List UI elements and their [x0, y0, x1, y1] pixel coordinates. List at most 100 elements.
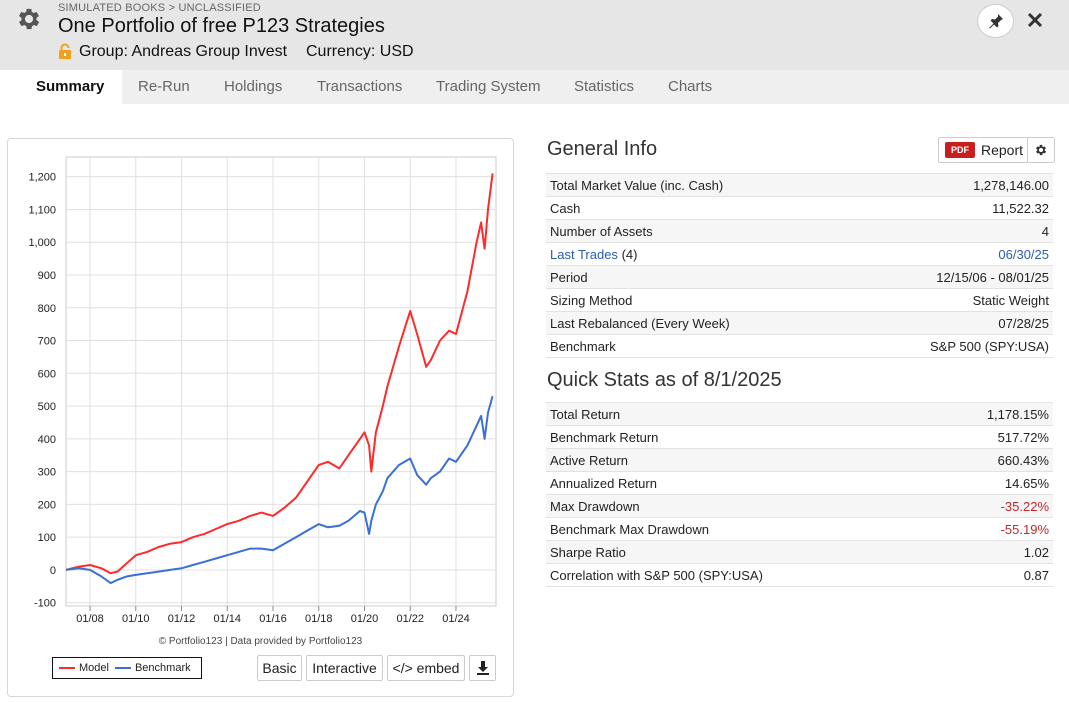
y-tick-label: 800 [38, 303, 56, 315]
tab-trading-system[interactable]: Trading System [436, 78, 541, 95]
row-label: Last Rebalanced (Every Week) [546, 311, 849, 335]
row-value: 14.65% [930, 471, 1053, 495]
pin-icon [988, 14, 1003, 29]
row-value: -55.19% [930, 517, 1053, 541]
row-label: Cash [546, 196, 849, 220]
x-tick-label: 01/14 [213, 613, 241, 625]
row-value: 0.87 [930, 563, 1053, 587]
table-row: Last Rebalanced (Every Week) 07/28/25 [546, 311, 1053, 335]
embed-button[interactable]: </> embed [387, 655, 465, 681]
row-value: 517.72% [930, 425, 1053, 449]
y-tick-label: 0 [50, 565, 56, 577]
row-value: 12/15/06 - 08/01/25 [848, 265, 1053, 289]
report-settings-button[interactable] [1027, 137, 1055, 163]
series-line-benchmark [65, 395, 494, 585]
report-label: Report [981, 142, 1024, 158]
y-tick-label: 100 [38, 532, 56, 544]
table-row: Active Return 660.43% [546, 448, 1053, 472]
performance-chart[interactable]: -100 0 100 200 300 400 500 600 700 800 900 1,000 1,1… [8, 139, 513, 634]
legend-model-label[interactable]: Model [79, 662, 109, 674]
quick-stats-title: Quick Stats as of 8/1/2025 [547, 369, 782, 391]
table-row: Period 12/15/06 - 08/01/25 [546, 265, 1053, 289]
row-label: Benchmark Max Drawdown [546, 517, 931, 541]
x-tick-label: 01/10 [122, 613, 150, 625]
table-row: Total Return 1,178.15% [546, 402, 1053, 426]
download-button[interactable] [469, 655, 496, 681]
x-tick-label: 01/20 [351, 613, 379, 625]
x-tick-label: 01/12 [168, 613, 196, 625]
row-label: Benchmark Return [546, 425, 931, 449]
tab-charts[interactable]: Charts [668, 78, 713, 95]
tab-transactions[interactable]: Transactions [317, 78, 403, 95]
plot-area [65, 156, 497, 607]
row-value: 660.43% [930, 448, 1053, 472]
last-trades-date-link[interactable]: 06/30/25 [998, 246, 1049, 262]
y-tick-label: 300 [38, 467, 56, 479]
y-tick-label: 500 [38, 401, 56, 413]
row-label: Correlation with S&P 500 (SPY:USA) [546, 563, 931, 587]
performance-chart-panel: -100 0 100 200 300 400 500 600 700 800 900 1,000 1,1… [7, 138, 514, 697]
y-tick-label: 1,000 [28, 237, 56, 249]
quick-stats-table: Total Return 1,178.15% Benchmark Return … [546, 402, 1053, 587]
table-row: Benchmark Max Drawdown -55.19% [546, 517, 1053, 541]
x-tick-label: 01/18 [305, 613, 333, 625]
tab-summary[interactable]: Summary [18, 70, 123, 104]
x-tick-label: 01/08 [76, 613, 104, 625]
page-header: SIMULATED BOOKS > UNCLASSIFIED One Portf… [0, 0, 1069, 70]
general-info-table: Total Market Value (inc. Cash) 1,278,146… [546, 173, 1053, 358]
download-icon [476, 661, 489, 675]
row-label: Total Market Value (inc. Cash) [546, 173, 849, 197]
row-value: 4 [848, 219, 1053, 243]
chart-credit: © Portfolio123 | Data provided by Portfo… [158, 636, 363, 647]
tab-bar: Summary Re-Run Holdings Transactions Tra… [18, 70, 1069, 104]
row-label: Sizing Method [546, 288, 849, 312]
row-value: 11,522.32 [848, 196, 1053, 220]
gear-icon[interactable] [15, 5, 43, 33]
table-row: Sharpe Ratio 1.02 [546, 540, 1053, 564]
basic-chart-button[interactable]: Basic [257, 655, 302, 681]
gear-icon [1035, 144, 1047, 156]
close-button[interactable] [1024, 8, 1046, 32]
x-tick-label: 01/24 [442, 613, 470, 625]
row-label: Annualized Return [546, 471, 931, 495]
last-trades-count: (4) [621, 246, 638, 262]
row-label: Benchmark [546, 334, 849, 358]
y-tick-label: 1,200 [28, 172, 56, 184]
row-label: Max Drawdown [546, 494, 931, 518]
table-row: Cash 11,522.32 [546, 196, 1053, 220]
row-value: S&P 500 (SPY:USA) [848, 334, 1053, 358]
interactive-chart-button[interactable]: Interactive [306, 655, 383, 681]
table-row: Total Market Value (inc. Cash) 1,278,146… [546, 173, 1053, 197]
page-title: One Portfolio of free P123 Strategies [58, 15, 385, 37]
tab-holdings[interactable]: Holdings [224, 78, 283, 95]
table-row: Sizing Method Static Weight [546, 288, 1053, 312]
pin-button[interactable] [977, 4, 1014, 38]
row-value: 1,178.15% [930, 402, 1053, 426]
series-line-model [65, 173, 494, 575]
table-row: Number of Assets 4 [546, 219, 1053, 243]
row-label: Number of Assets [546, 219, 849, 243]
y-tick-label: 900 [38, 270, 56, 282]
y-tick-label: 400 [38, 434, 56, 446]
table-row: Last Trades (4) 06/30/25 [546, 242, 1053, 266]
tab-statistics[interactable]: Statistics [574, 78, 635, 95]
close-icon [1027, 12, 1043, 28]
group-label: Group: Andreas Group Invest [79, 43, 288, 60]
row-value: 07/28/25 [848, 311, 1053, 335]
breadcrumb[interactable]: SIMULATED BOOKS > UNCLASSIFIED [58, 2, 261, 14]
row-label: Active Return [546, 448, 931, 472]
table-row: Benchmark Return 517.72% [546, 425, 1053, 449]
pdf-icon: PDF [945, 142, 975, 158]
pdf-report-button[interactable]: PDF Report [938, 137, 1028, 163]
general-info-title: General Info [547, 138, 658, 160]
tab-re-run[interactable]: Re-Run [138, 78, 190, 95]
table-row: Max Drawdown -35.22% [546, 494, 1053, 518]
table-row: Correlation with S&P 500 (SPY:USA) 0.87 [546, 563, 1053, 587]
row-label: Last Trades (4) [546, 242, 849, 266]
legend-benchmark-label[interactable]: Benchmark [134, 662, 191, 674]
table-row: Benchmark S&P 500 (SPY:USA) [546, 334, 1053, 358]
last-trades-link[interactable]: Last Trades [550, 246, 618, 262]
legend-benchmark-swatch [114, 667, 131, 669]
row-label: Total Return [546, 402, 931, 426]
row-label: Sharpe Ratio [546, 540, 931, 564]
